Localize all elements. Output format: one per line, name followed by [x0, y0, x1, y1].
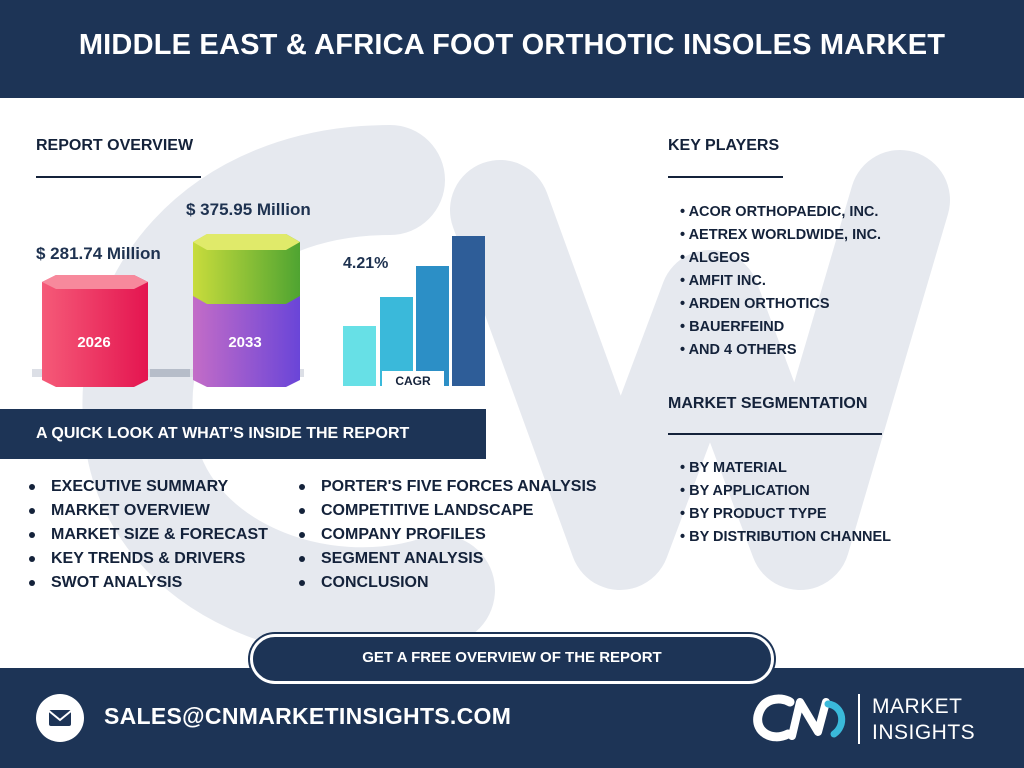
contents-item: COMPETITIVE LANDSCAPE [299, 499, 597, 523]
contents-item: COMPANY PROFILES [299, 523, 597, 547]
contents-list-right: PORTER'S FIVE FORCES ANALYSIS COMPETITIV… [299, 475, 597, 595]
footer-bar [0, 668, 1024, 768]
key-player-item: • ACOR ORTHOPAEDIC, INC. [680, 204, 879, 220]
key-player-item: • ALGEOS [680, 250, 750, 266]
key-player-item: • AETREX WORLDWIDE, INC. [680, 227, 882, 243]
logo-divider [858, 694, 860, 744]
value-2033-label: $ 375.95 Million [186, 200, 311, 219]
segment-item: • BY DISTRIBUTION CHANNEL [680, 529, 892, 545]
logo-text-market: MARKET [872, 695, 963, 718]
cagr-bar-1 [343, 326, 376, 386]
cagr-label: CAGR [382, 371, 444, 391]
chart-base-connector [150, 369, 190, 377]
contents-item: PORTER'S FIVE FORCES ANALYSIS [299, 475, 597, 499]
bar-2026 [42, 275, 148, 387]
bar-2033 [193, 234, 300, 387]
report-overview-underline [36, 176, 201, 178]
free-overview-button[interactable] [250, 634, 774, 684]
segment-item: • BY PRODUCT TYPE [680, 506, 827, 522]
cagr-bar-3 [416, 266, 449, 386]
segmentation-title: MARKET SEGMENTATION [668, 395, 868, 412]
contents-item: EXECUTIVE SUMMARY [29, 475, 268, 499]
key-player-item: • AMFIT INC. [680, 273, 766, 289]
contact-email-link[interactable]: SALES@CNMARKETINSIGHTS.COM [104, 703, 512, 729]
mail-icon[interactable] [36, 694, 84, 742]
quick-look-banner [0, 409, 486, 459]
key-player-item: • AND 4 OTHERS [680, 342, 797, 358]
contents-list-left: EXECUTIVE SUMMARY MARKET OVERVIEW MARKET… [29, 475, 268, 595]
contents-item: SEGMENT ANALYSIS [299, 547, 597, 571]
segmentation-list: • BY MATERIAL • BY APPLICATION • BY PROD… [680, 457, 891, 549]
contents-item: KEY TRENDS & DRIVERS [29, 547, 268, 571]
header-bar [0, 0, 1024, 98]
key-players-title: KEY PLAYERS [668, 137, 780, 154]
logo-text-insights: INSIGHTS [872, 721, 976, 744]
contents-item: MARKET SIZE & FORECAST [29, 523, 268, 547]
contents-item: CONCLUSION [299, 571, 597, 595]
quick-look-title: A QUICK LOOK AT WHAT’S INSIDE THE REPORT [36, 425, 410, 442]
market-size-chart [32, 234, 304, 387]
cagr-value: 4.21% [343, 255, 389, 272]
report-overview-title: REPORT OVERVIEW [36, 137, 194, 154]
year-2033-label: 2033 [228, 334, 262, 351]
segment-item: • BY MATERIAL [680, 460, 787, 476]
key-player-item: • BAUERFEIND [680, 319, 785, 335]
contents-item: SWOT ANALYSIS [29, 571, 268, 595]
cn-logo-mark [753, 694, 846, 742]
cagr-bars [343, 236, 485, 386]
segment-item: • BY APPLICATION [680, 483, 810, 499]
key-players-list: • ACOR ORTHOPAEDIC, INC. • AETREX WORLDW… [680, 201, 881, 362]
page-title: MIDDLE EAST & AFRICA FOOT ORTHOTIC INSOL… [78, 29, 946, 61]
year-2026-label: 2026 [77, 334, 111, 351]
cagr-bar-4 [452, 236, 485, 386]
contents-item: MARKET OVERVIEW [29, 499, 268, 523]
free-overview-button-label[interactable]: GET A FREE OVERVIEW OF THE REPORT [362, 649, 662, 666]
key-players-underline [668, 176, 783, 178]
key-player-item: • ARDEN ORTHOTICS [680, 296, 830, 312]
value-2026-label: $ 281.74 Million [36, 244, 161, 263]
segmentation-underline [668, 433, 882, 435]
